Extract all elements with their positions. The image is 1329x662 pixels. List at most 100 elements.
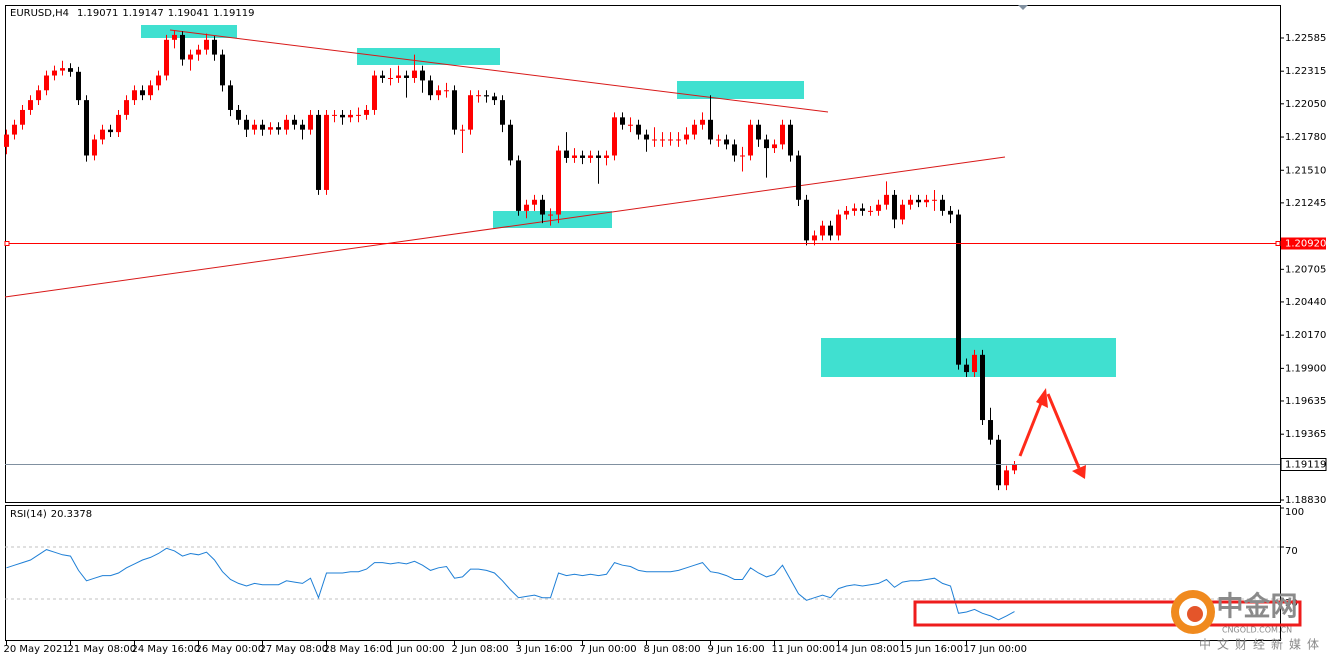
candle-body <box>956 214 961 365</box>
zone <box>357 48 500 65</box>
rsi-line <box>6 547 1015 621</box>
candle-body <box>412 70 417 78</box>
candle-body <box>20 109 25 125</box>
candle-body <box>924 199 929 203</box>
x-tick-label: 8 Jun 08:00 <box>644 644 701 655</box>
candle-body <box>548 214 553 216</box>
candle-body <box>156 75 161 86</box>
candle-body <box>724 139 729 145</box>
candle-body <box>116 114 121 133</box>
y-tick-label: 1.21780 <box>1285 132 1326 143</box>
candle-body <box>268 127 273 130</box>
candle-body <box>900 204 905 220</box>
candle-body <box>932 199 937 201</box>
candle-body <box>396 75 401 78</box>
candle-body <box>12 124 17 135</box>
candle-body <box>700 119 705 125</box>
candle-body <box>284 119 289 130</box>
price-label-box <box>1280 458 1327 471</box>
candle-body <box>460 129 465 131</box>
trend-line <box>169 29 829 113</box>
candle-body <box>164 39 169 76</box>
candle-body <box>844 210 849 215</box>
watermark-slogan: 中文财经新媒体 <box>1199 637 1325 652</box>
candle-body <box>276 127 281 130</box>
candle-body <box>996 439 1001 486</box>
candle-body <box>860 208 865 211</box>
candle-body <box>668 139 673 141</box>
high: 1.19147 <box>122 8 163 19</box>
candle-body <box>100 129 105 140</box>
candle-body <box>580 155 585 158</box>
candle-body <box>620 117 625 125</box>
candle-body <box>92 139 97 156</box>
candle-body <box>660 139 665 141</box>
candle-body <box>676 139 681 141</box>
x-tick-label: 21 May 08:00 <box>68 644 137 655</box>
watermark: 中金网 CNGOLD.COM.CN 中文财经新媒体 <box>1171 590 1325 652</box>
x-tick-label: 1 Jun 00:00 <box>388 644 445 655</box>
y-tick-label: 1.18830 <box>1285 495 1326 506</box>
zone <box>141 25 237 38</box>
rsi-header: RSI(14) 20.3378 <box>10 509 92 520</box>
candle-body <box>308 114 313 130</box>
candle-body <box>636 124 641 135</box>
candle-body <box>764 139 769 149</box>
candle-body <box>196 49 201 55</box>
candle-body <box>708 119 713 140</box>
watermark-name: 中金网 <box>1217 591 1298 623</box>
candle-body <box>324 114 329 190</box>
arrow-head <box>1072 465 1086 479</box>
x-tick-label: 24 May 16:00 <box>132 644 201 655</box>
candle-body <box>52 70 57 76</box>
zone <box>677 81 804 99</box>
candle-body <box>1004 470 1009 486</box>
candle-body <box>140 90 145 96</box>
candle-body <box>588 155 593 158</box>
candle-body <box>748 124 753 156</box>
candle-body <box>980 354 985 421</box>
candle-body <box>316 114 321 190</box>
candle-body <box>436 90 441 96</box>
price-label-box <box>1281 237 1326 250</box>
candle-body <box>892 194 897 220</box>
candle-body <box>948 210 953 215</box>
candle-body <box>684 134 689 140</box>
candle-body <box>452 90 457 130</box>
candle-body <box>604 155 609 158</box>
candle-body <box>876 204 881 211</box>
candle-body <box>780 124 785 145</box>
candle-body <box>556 150 561 215</box>
candle-body <box>788 124 793 156</box>
candle-body <box>524 204 529 211</box>
candle-body <box>108 129 113 133</box>
header: EURUSD,H4 1.19071 1.19147 1.19041 1.19119 <box>10 8 254 19</box>
candle-body <box>740 155 745 157</box>
y-tick-label: 1.20170 <box>1285 330 1326 341</box>
candle-body <box>820 225 825 236</box>
y-tick-label: 1.21245 <box>1285 198 1326 209</box>
x-tick-label: 11 Jun 00:00 <box>772 644 836 655</box>
rsi-pane <box>5 505 1281 641</box>
candle-body <box>564 150 569 158</box>
candle-body <box>68 68 73 72</box>
candle-body <box>36 90 41 101</box>
candle-body <box>44 75 49 91</box>
x-tick-label: 9 Jun 16:00 <box>708 644 765 655</box>
candle-body <box>388 77 393 79</box>
candle-body <box>732 144 737 156</box>
candle-body <box>444 90 449 92</box>
candle-body <box>356 114 361 116</box>
candle-body <box>828 225 833 236</box>
price-pane <box>5 5 1281 503</box>
price-label: 1.19119 <box>1285 460 1326 471</box>
y-tick-label: 1.22585 <box>1285 33 1326 44</box>
candle-body <box>940 199 945 211</box>
line-end <box>4 241 10 246</box>
candle-body <box>964 364 969 373</box>
candle-body <box>852 208 857 211</box>
candle-body <box>532 199 537 205</box>
line-end <box>1275 241 1281 246</box>
